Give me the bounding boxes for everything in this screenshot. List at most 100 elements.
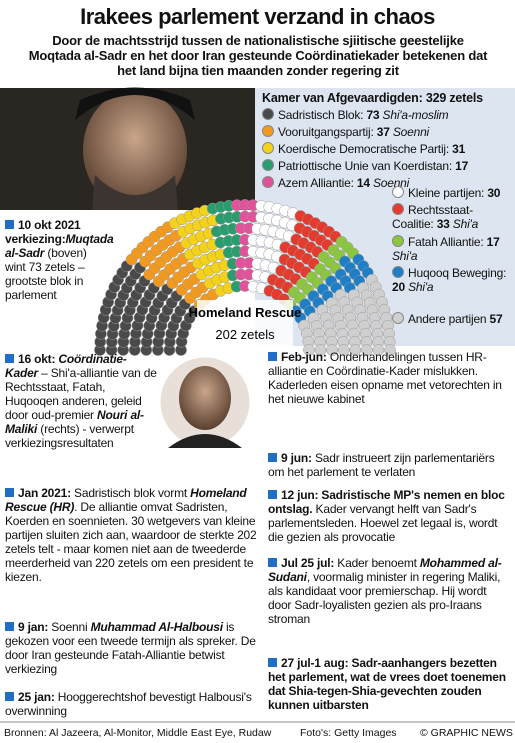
seat [337, 344, 350, 356]
timeline-date: 10 okt 2021 verkiezing: [5, 218, 81, 246]
timeline-text: Coördinatie-Kader [5, 352, 127, 380]
photo-suit [168, 434, 242, 448]
party-seats: 57 [489, 312, 503, 326]
party-name: Sadristisch Blok: [278, 108, 364, 122]
timeline-item: 10 okt 2021 verkiezing:Muqtada al-Sadr (… [5, 218, 114, 302]
bullet [268, 558, 277, 567]
legend-swatch [392, 235, 404, 247]
timeline-item: 9 jan: Soenni Muhammad Al-Halbousi is ge… [5, 620, 260, 676]
timeline-text: Mohammed al-Sudani [268, 556, 502, 584]
party-seats [231, 199, 259, 292]
party-seats: 17 [455, 159, 469, 173]
timeline-text: Sadristisch blok vormt [70, 486, 191, 500]
party-seats: 73 [366, 108, 380, 122]
party-seats [298, 274, 396, 356]
timeline-text: – Shi'a-alliantie van de Rechtsstaat, Fa… [5, 366, 157, 422]
title: Irakees parlement verzand in chaos [80, 4, 435, 29]
subtitle: Door de machtsstrijd tussen de nationali… [28, 33, 488, 78]
legend-item: Huqooq Beweging: 20 Shi'a [392, 266, 512, 294]
timeline-date: Feb-jun: [281, 350, 327, 364]
timeline-text: (rechts) - verwerpt verkiezingsresultate… [5, 422, 134, 450]
seat [326, 344, 338, 356]
legend-item: Rechtsstaat-Coalitie: 33 Shi'a [392, 203, 512, 231]
photo-turban [75, 87, 195, 120]
party-seats [94, 260, 201, 356]
party-name: Huqooq Beweging: [408, 266, 507, 280]
legend-swatch [262, 108, 274, 120]
party-seats: 14 [356, 176, 370, 190]
party-seats: 17 [486, 235, 500, 249]
seat [303, 344, 315, 356]
timeline-date: 9 jun: [281, 451, 312, 465]
seat [361, 344, 373, 356]
legend-swatch [262, 159, 274, 171]
party-name: Azem Alliantie: [278, 176, 354, 190]
party-name: Rechtsstaat-Coalitie: [392, 203, 473, 231]
timeline-item: 25 jan: Hooggerechtshof bevestigt Halbou… [5, 690, 260, 718]
party-group: Shi'a [452, 217, 479, 231]
sources: Bronnen: Al Jazeera, Al-Monitor, Middle … [4, 727, 272, 739]
timeline-item: 27 jul-1 aug: Sadr-aanhangers bezetten h… [268, 656, 508, 712]
timeline-item: 9 jun: Sadr instrueert zijn parlementari… [268, 451, 508, 479]
legend-swatch [262, 176, 274, 188]
seat [372, 344, 385, 356]
seat [349, 344, 362, 356]
timeline-item: Jul 25 jul: Kader benoemt Mohammed al-Su… [268, 556, 508, 626]
parliament-title: Kamer van Afgevaardigden: 329 zetels [262, 91, 483, 105]
timeline-text: Kader vervangt helft van Sadr's parlemen… [268, 502, 498, 544]
bullet [268, 453, 277, 462]
photo-credit: Foto's: Getty Images [300, 727, 397, 739]
party-name: Fatah Alliantie: [408, 235, 484, 249]
timeline-text: Nouri al-Maliki [5, 408, 144, 436]
legend-item: Andere partijen 57 [392, 312, 512, 326]
timeline-text: is gekozen voor een tweede termijn als s… [5, 620, 256, 676]
party-seats: 31 [452, 142, 466, 156]
bullet [268, 658, 277, 667]
seat [384, 344, 396, 356]
timeline-text: Hooggerechtshof bevestigt Halbousi's ove… [5, 690, 252, 718]
timeline-item: 16 okt: Coördinatie-Kader – Shi'a-allian… [5, 352, 157, 450]
party-seats: 30 [487, 186, 501, 200]
party-seats: 20 [392, 280, 405, 294]
bullet [5, 692, 14, 701]
party-group: Shi'a [408, 280, 434, 294]
timeline-text: (boven) wint 73 zetels – grootste blok i… [5, 246, 87, 302]
bloc-label-bg [197, 300, 293, 346]
timeline-date: Jan 2021: [18, 486, 71, 500]
party-seats [169, 204, 235, 297]
bloc-label: Homeland Rescue [189, 305, 302, 320]
credit: © GRAPHIC NEWS [420, 727, 513, 739]
hemicycle [94, 199, 396, 356]
timeline-text: , voormalig minister in regering Maliki,… [268, 570, 501, 626]
timeline-item: Feb-jun: Onderhandelingen tussen HR-alli… [268, 350, 508, 406]
timeline-text: Muhammad Al-Halbousi [90, 620, 223, 634]
party-seats [206, 200, 243, 293]
legend-swatch [392, 266, 404, 278]
photo-face [179, 366, 231, 430]
party-seats: 37 [376, 125, 390, 139]
party-seats [284, 236, 359, 311]
photo-beard [92, 175, 178, 210]
timeline-item: Jan 2021: Sadristisch blok vormt Homelan… [5, 486, 260, 584]
bloc-seats: 202 zetels [215, 327, 275, 342]
party-name: Koerdische Democratische Partij: [278, 142, 450, 156]
legend-swatch [392, 186, 404, 198]
party-name: Vooruitgangspartij: [278, 125, 374, 139]
timeline-text: Muqtada al-Sadr [5, 232, 114, 260]
timeline-date: 27 jul-1 aug: Sadr-aanhangers bezetten h… [268, 656, 506, 712]
bullet [268, 352, 277, 361]
timeline-date: 25 jan: [18, 690, 55, 704]
party-name: Andere partijen [408, 312, 487, 326]
party-group: Shi'a [392, 249, 418, 263]
legend-item: Sadristisch Blok: 73 Shi'a-moslim [262, 108, 512, 122]
seat [314, 344, 327, 356]
timeline-date: 16 okt: [18, 352, 56, 366]
party-group: Soenni [392, 125, 430, 139]
bullet [5, 354, 14, 363]
timeline-date: 9 jan: [18, 620, 49, 634]
timeline-text: Sadr instrueert zijn parlementariërs om … [268, 451, 495, 479]
bullet [5, 220, 14, 229]
timeline-date: Jul 25 jul: [281, 556, 335, 570]
